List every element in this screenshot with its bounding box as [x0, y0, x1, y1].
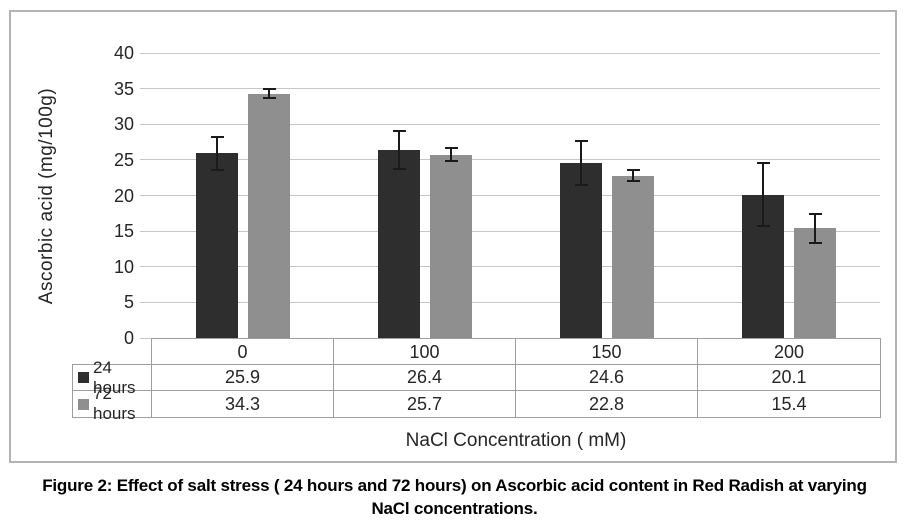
y-tick-label: 25 [113, 149, 134, 170]
y-tick-label: 15 [113, 221, 134, 242]
category-header-row: 0 100 150 200 [151, 338, 881, 365]
y-tick-label: 5 [123, 292, 134, 313]
y-tick-label: 10 [113, 256, 134, 277]
error-bar-whisker [632, 169, 634, 182]
error-bar-cap-top [574, 139, 588, 142]
error-bar-whisker [580, 140, 582, 185]
error-bar-cap-top [808, 213, 822, 216]
gridline [140, 123, 880, 125]
error-bar-whisker [762, 163, 764, 227]
legend-swatch-icon [78, 398, 89, 410]
category-header-cell: 200 [773, 341, 805, 362]
bar-72-hours-150 [612, 175, 654, 338]
error-bar-cap-top [210, 136, 224, 139]
table-value-cell: 25.9 [152, 365, 334, 391]
bar-72-hours-0 [248, 93, 290, 338]
legend-cell-72-hours: 72 hours [73, 384, 152, 423]
bar-24-hours-0 [196, 153, 238, 338]
legend-label: 72 hours [93, 384, 136, 423]
table-value-cell: 22.8 [516, 391, 698, 417]
gridline [140, 337, 152, 339]
legend-cell-24-hours: 24 hours [73, 358, 152, 397]
table-value-cell: 34.3 [152, 391, 334, 417]
error-bar-cap-bottom [574, 183, 588, 186]
error-bar-whisker [814, 214, 816, 243]
error-bar-whisker [450, 148, 452, 162]
error-bar-cap-bottom [262, 96, 276, 99]
legend-label: 24 hours [93, 357, 136, 397]
error-bar-cap-bottom [444, 160, 458, 163]
table-value-cell: 20.1 [698, 365, 880, 391]
figure-caption-line-1: Figure 2: Effect of salt stress ( 24 hou… [42, 476, 867, 495]
table-value-cell: 25.7 [334, 391, 516, 417]
gridline [140, 266, 880, 268]
error-bar-whisker [268, 89, 270, 98]
gridline [140, 159, 880, 161]
figure-caption: Figure 2: Effect of salt stress ( 24 hou… [0, 474, 909, 520]
x-axis-title: NaCl Concentration ( mM) [405, 430, 627, 451]
table-value-cell: 15.4 [771, 393, 807, 414]
gridline [140, 230, 880, 232]
bar-72-hours-100 [430, 154, 472, 338]
error-bar-cap-top [756, 162, 770, 165]
error-bar-cap-bottom [392, 168, 406, 171]
error-bar-cap-bottom [626, 180, 640, 183]
gridline [140, 301, 880, 303]
bar-72-hours-200 [794, 228, 836, 338]
y-tick-label: 0 [123, 328, 134, 348]
gridline [140, 195, 880, 196]
error-bar-cap-top [444, 147, 458, 150]
data-table: 24 hours 25.9 26.4 24.6 20.1 72 hours 34.3 25.7… [72, 358, 881, 423]
y-tick-label: 30 [113, 114, 134, 135]
y-tick-label: 40 [113, 43, 134, 63]
error-bar-cap-bottom [210, 168, 224, 171]
y-axis-title: Ascorbic acid (mg/100g) [36, 87, 57, 305]
error-bar-cap-bottom [756, 225, 770, 228]
figure-caption-line-2: NaCl concentrations. [371, 499, 538, 518]
category-header-cell: 0 [152, 339, 334, 365]
error-bar-cap-top [626, 168, 640, 171]
table-row: 72 hours 34.3 25.7 22.8 15.4 [73, 384, 880, 423]
category-header-cell: 150 [516, 339, 698, 365]
category-header-cell: 100 [334, 339, 516, 365]
error-bar-cap-top [392, 129, 406, 132]
error-bar-whisker [216, 137, 218, 170]
bar-24-hours-150 [560, 162, 602, 338]
gridline [140, 52, 880, 54]
gridline [140, 88, 880, 90]
error-bar-cap-bottom [808, 241, 822, 244]
legend-swatch-icon [78, 372, 89, 383]
error-bar-cap-top [262, 88, 276, 91]
table-row: 24 hours 25.9 26.4 24.6 20.1 [73, 358, 880, 397]
table-value-cell: 26.4 [334, 365, 516, 391]
table-value-cell: 24.6 [516, 365, 698, 391]
bar-24-hours-100 [378, 149, 420, 338]
y-tick-label: 35 [113, 78, 134, 99]
error-bar-whisker [398, 130, 400, 170]
y-tick-label: 20 [113, 185, 134, 206]
